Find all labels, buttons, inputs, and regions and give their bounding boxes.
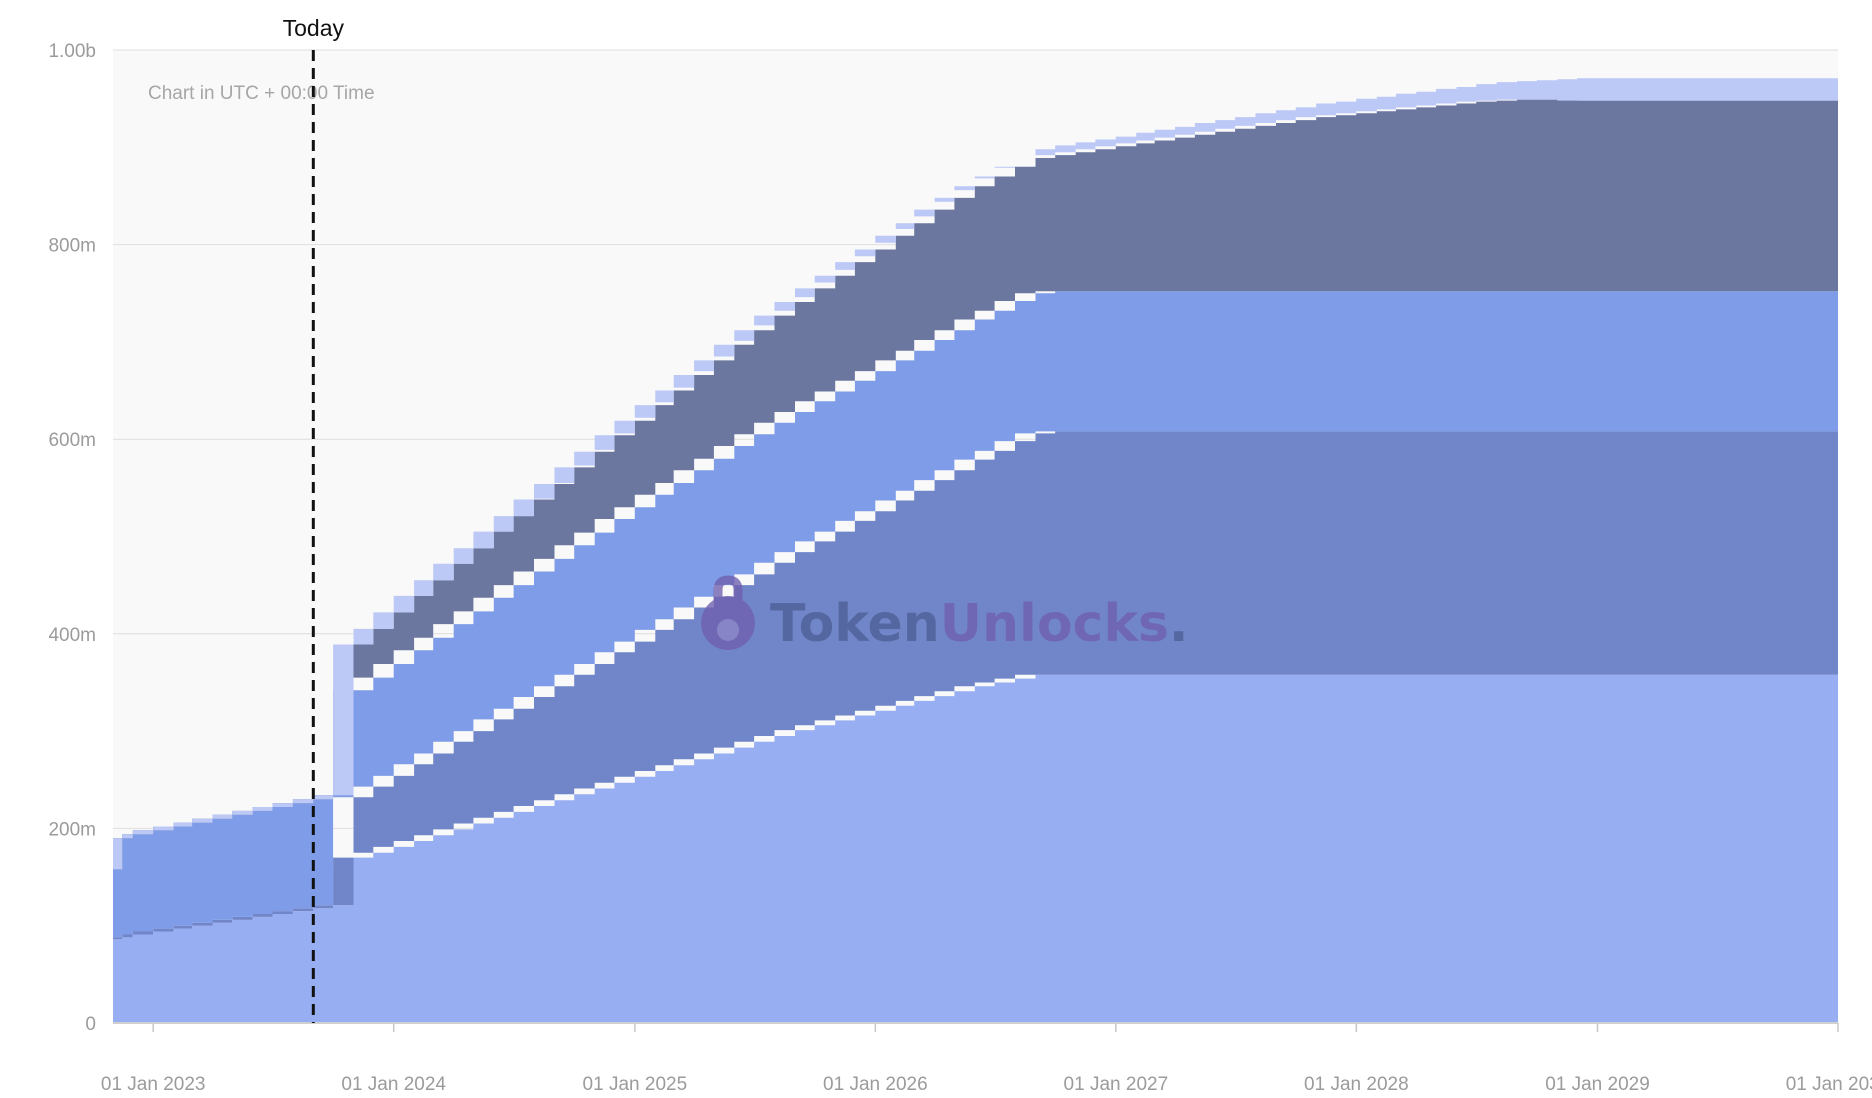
x-tick-label: 01 Jan 2024 bbox=[341, 1074, 446, 1095]
x-tick-label: 01 Jan 2030 bbox=[1786, 1074, 1872, 1095]
x-tick-label: 01 Jan 2025 bbox=[583, 1074, 688, 1095]
watermark-dot: . bbox=[1169, 594, 1189, 654]
today-label: Today bbox=[283, 15, 345, 41]
watermark-part1: Token bbox=[770, 594, 940, 654]
x-tick-label: 01 Jan 2026 bbox=[823, 1074, 928, 1095]
area-series bbox=[113, 76, 1838, 1023]
y-tick-label: 200m bbox=[48, 819, 96, 840]
today-marker: Today bbox=[283, 15, 345, 1023]
y-tick-label: 600m bbox=[48, 430, 96, 451]
x-tick-label: 01 Jan 2029 bbox=[1545, 1074, 1650, 1095]
area-series-2 bbox=[113, 431, 1838, 940]
y-tick-label: 400m bbox=[48, 625, 96, 646]
y-tick-label: 1.00b bbox=[48, 41, 96, 62]
axes: 0 200m 400m 600m 800m 1.00b 01 Jan 2023 01 Jan … bbox=[48, 41, 1872, 1095]
watermark-text: TokenUnlocks. bbox=[770, 594, 1189, 654]
y-tick-label: 0 bbox=[85, 1014, 96, 1035]
lock-logo-icon bbox=[701, 575, 755, 650]
area-series-4 bbox=[113, 99, 1838, 870]
y-tick-label: 800m bbox=[48, 236, 96, 257]
timezone-note: Chart in UTC + 00:00 Time bbox=[148, 83, 375, 104]
area-series-1 bbox=[113, 674, 1838, 1023]
tokenunlocks-watermark: TokenUnlocks. bbox=[701, 575, 1189, 654]
area-series-3 bbox=[113, 291, 1838, 940]
watermark-part2: Unlocks bbox=[940, 594, 1169, 654]
x-tick-label: 01 Jan 2027 bbox=[1064, 1074, 1169, 1095]
x-tick-label: 01 Jan 2028 bbox=[1304, 1074, 1409, 1095]
x-tick-label: 01 Jan 2023 bbox=[101, 1074, 206, 1095]
